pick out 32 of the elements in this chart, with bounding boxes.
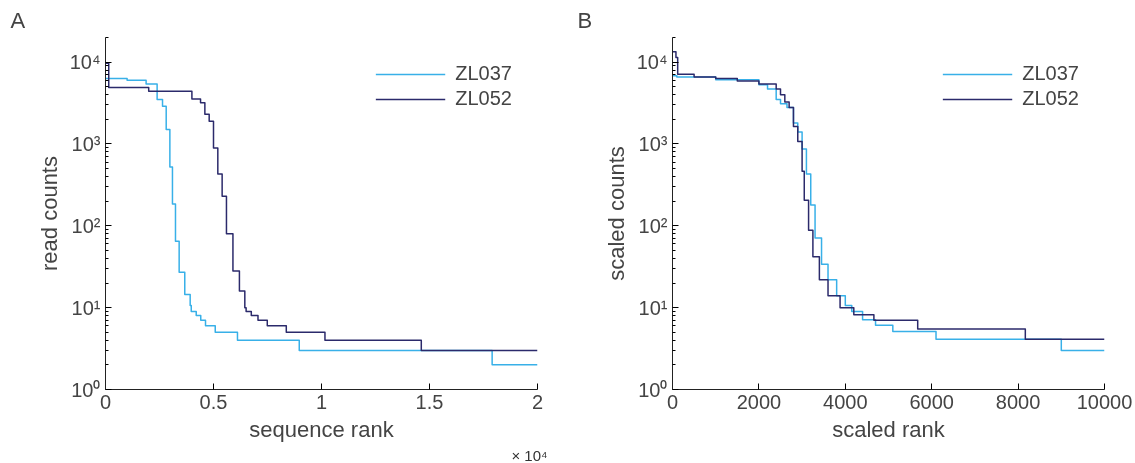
x-tick-label: 4000 bbox=[823, 390, 868, 413]
x-tick-label: 8000 bbox=[995, 390, 1041, 413]
x-tick-label: 0 bbox=[666, 390, 679, 413]
chart-title: B bbox=[577, 7, 593, 33]
y-tick-label: 10¹ bbox=[638, 296, 668, 319]
y-tick-label: 10⁴ bbox=[636, 51, 668, 74]
y-tick-label: 10³ bbox=[638, 132, 668, 155]
x-tick-label: 2000 bbox=[736, 390, 782, 413]
y-axis-title: read counts bbox=[36, 156, 62, 271]
x-tick-label: 0 bbox=[99, 390, 112, 413]
text: × 10⁴ bbox=[511, 446, 548, 463]
chart-title: A bbox=[10, 7, 26, 33]
y-tick-label: 10² bbox=[638, 214, 668, 237]
y-tick-label: 10⁰ bbox=[638, 378, 668, 401]
x-tick-label: 0.5 bbox=[199, 390, 228, 413]
y-tick-label: 10³ bbox=[71, 132, 101, 155]
y-tick-label: 10² bbox=[71, 214, 101, 237]
x-tick-label: 1 bbox=[315, 390, 328, 413]
x-axis-title: sequence rank bbox=[249, 416, 395, 442]
x-tick-label: 6000 bbox=[909, 390, 954, 413]
y-tick-label: 10¹ bbox=[71, 296, 101, 319]
y-tick-label: 10⁰ bbox=[71, 378, 101, 401]
legend-label: ZL052 bbox=[1022, 87, 1079, 110]
y-tick-label: 10⁴ bbox=[69, 51, 101, 74]
legend-label: ZL037 bbox=[455, 62, 512, 85]
x-tick-label: 2 bbox=[531, 390, 544, 413]
y-axis-title: scaled counts bbox=[603, 146, 629, 281]
x-axis-title: scaled rank bbox=[832, 416, 946, 442]
x-tick-label: 1.5 bbox=[415, 390, 444, 413]
legend-label: ZL052 bbox=[455, 87, 512, 110]
x-tick-label: 10000 bbox=[1076, 390, 1133, 413]
legend-label: ZL037 bbox=[1022, 62, 1079, 85]
